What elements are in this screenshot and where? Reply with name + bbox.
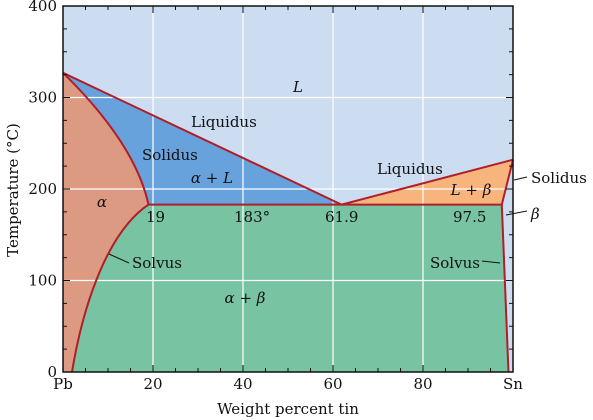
beta-limit-label: 97.5 (453, 208, 486, 226)
liquidus-right-label: Liquidus (377, 160, 443, 178)
label-leaders (108, 176, 528, 264)
y-axis-title: Temperature (°C) (4, 123, 22, 257)
eutectic-composition-label: 61.9 (325, 208, 358, 226)
solvus-left-line (71, 203, 150, 373)
x-axis-title: Weight percent tin (217, 400, 359, 418)
beta-region (501, 159, 513, 372)
solidus-right-label: Solidus (531, 169, 587, 187)
liquidus-left-label: Liquidus (191, 113, 257, 131)
y-tick-label: 100 (28, 272, 57, 290)
beta-phase-label: β (530, 205, 540, 223)
y-tick-label: 300 (28, 89, 57, 107)
x-tick-label: 20 (143, 375, 162, 393)
phase-boundaries (62, 71, 514, 373)
axis-ticks: Pb 20 40 60 80 Sn 0 100 200 300 400 (28, 0, 523, 393)
solidus-right-leader (513, 176, 528, 181)
liquidus-left-line (62, 71, 343, 206)
solidus-left-label: Solidus (142, 146, 198, 164)
x-tick-label: 60 (323, 375, 342, 393)
y-tick-label: 0 (47, 363, 57, 381)
alpha-region (63, 72, 149, 373)
x-tick-label: Sn (503, 375, 523, 393)
liquid-region (63, 6, 513, 205)
eutectic-temperature-label: 183° (234, 208, 270, 226)
x-tick-label: Pb (53, 375, 73, 393)
solvus-right-leader (481, 260, 501, 264)
y-tick-label: 400 (28, 0, 57, 15)
liquid-plus-beta-label: L + β (450, 181, 492, 199)
solvus-left-leader (108, 253, 130, 264)
solidus-right-line (500, 159, 514, 205)
beta-leader (505, 210, 528, 216)
liquidus-right-line (341, 158, 514, 206)
alpha-plus-beta-label: α + β (225, 289, 266, 307)
y-tick-label: 200 (28, 180, 57, 198)
alpha-plus-beta-region (72, 204, 509, 372)
solvus-right-line (500, 204, 510, 373)
solvus-left-label: Solvus (132, 254, 182, 272)
alpha-plus-liquid-label: α + L (191, 169, 233, 187)
x-tick-label: 40 (233, 375, 252, 393)
alpha-phase-label: α (97, 193, 107, 211)
alpha-limit-label: 19 (146, 208, 165, 226)
solidus-left-line (62, 72, 150, 205)
solvus-right-label: Solvus (430, 254, 480, 272)
liquid-phase-label: L (292, 78, 303, 96)
x-tick-label: 80 (413, 375, 432, 393)
grid-lines (63, 6, 513, 372)
